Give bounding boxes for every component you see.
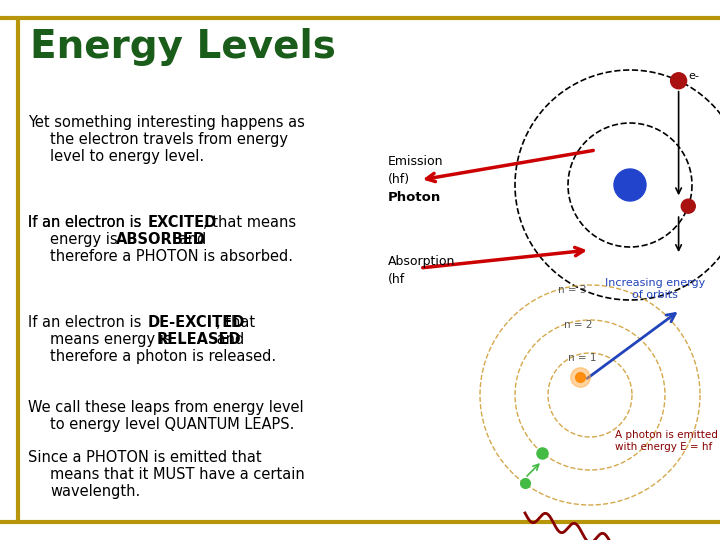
- Text: ABSORBED: ABSORBED: [116, 232, 206, 247]
- Text: Absorption: Absorption: [388, 255, 455, 268]
- Text: and: and: [174, 232, 206, 247]
- Text: means energy is: means energy is: [50, 332, 176, 347]
- Circle shape: [681, 199, 696, 213]
- Text: Emission: Emission: [388, 155, 444, 168]
- Text: e-: e-: [688, 71, 699, 81]
- Text: If an electron is: If an electron is: [28, 315, 146, 330]
- Circle shape: [670, 73, 687, 89]
- Text: A photon is emitted
with energy E = hf: A photon is emitted with energy E = hf: [615, 430, 718, 451]
- Text: If an electron is: If an electron is: [28, 215, 146, 230]
- Text: the electron travels from energy: the electron travels from energy: [50, 132, 288, 147]
- Text: and: and: [212, 332, 244, 347]
- Text: , that: , that: [216, 315, 255, 330]
- Text: EXCITED: EXCITED: [148, 215, 217, 230]
- Text: wavelength.: wavelength.: [50, 484, 140, 499]
- Text: energy is: energy is: [50, 232, 122, 247]
- Text: level to energy level.: level to energy level.: [50, 149, 204, 164]
- Circle shape: [614, 169, 646, 201]
- Text: Photon: Photon: [388, 191, 441, 204]
- Text: therefore a photon is released.: therefore a photon is released.: [50, 349, 276, 364]
- Text: DE-EXCITED: DE-EXCITED: [148, 315, 246, 330]
- Text: n = 3: n = 3: [558, 285, 586, 295]
- Text: If an electron is: If an electron is: [28, 215, 146, 230]
- Text: means that it MUST have a certain: means that it MUST have a certain: [50, 467, 305, 482]
- Text: n = 2: n = 2: [564, 320, 593, 330]
- Text: Yet something interesting happens as: Yet something interesting happens as: [28, 115, 305, 130]
- Text: (hf: (hf: [388, 273, 405, 286]
- Text: to energy level QUANTUM LEAPS.: to energy level QUANTUM LEAPS.: [50, 417, 294, 432]
- Text: (hf): (hf): [388, 173, 410, 186]
- Text: Since a PHOTON is emitted that: Since a PHOTON is emitted that: [28, 450, 261, 465]
- Text: Increasing energy
of orbits: Increasing energy of orbits: [605, 279, 705, 300]
- Text: n = 1: n = 1: [568, 353, 596, 363]
- Text: RELEASED: RELEASED: [157, 332, 242, 347]
- Text: therefore a PHOTON is absorbed.: therefore a PHOTON is absorbed.: [50, 249, 293, 264]
- Text: We call these leaps from energy level: We call these leaps from energy level: [28, 400, 304, 415]
- Text: Energy Levels: Energy Levels: [30, 28, 336, 66]
- Text: , that means: , that means: [203, 215, 296, 230]
